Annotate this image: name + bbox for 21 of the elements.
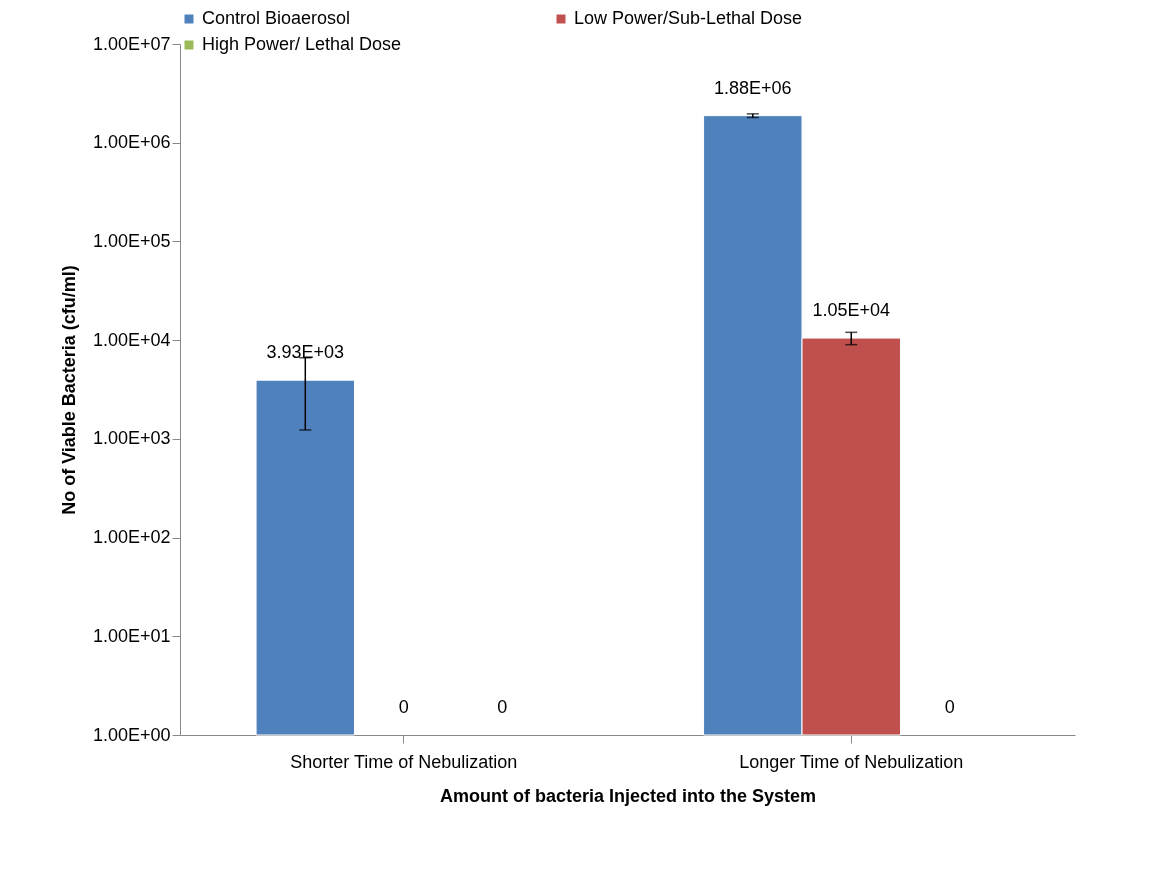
legend-label: Low Power/Sub-Lethal Dose — [574, 8, 803, 28]
text: 0 — [398, 697, 409, 717]
y-tick-label: 1.00E+03 — [92, 428, 171, 449]
legend-label: Control Bioaerosol — [202, 8, 351, 28]
data-label: 1.88E+06 — [714, 77, 792, 98]
x-tick-label: Shorter Time of Nebulization — [290, 751, 518, 772]
data-label: 3.93E+03 — [266, 342, 345, 363]
y-tick-label: 1.00E+02 — [92, 527, 171, 548]
y-tick-label: 1.00E+06 — [92, 132, 171, 153]
y-tick-label: 1.00E+07 — [92, 33, 171, 54]
text: 0 — [497, 697, 508, 717]
y-tick-label: 1.00E+00 — [92, 724, 171, 745]
y-tick-label: 1.00E+01 — [92, 625, 171, 646]
x-tick-label: Longer Time of Nebulization — [739, 751, 964, 772]
x-axis-title: Amount of bacteria Injected into the System — [439, 785, 817, 806]
text: 0 — [944, 697, 955, 717]
y-tick-label: 1.00E+04 — [92, 329, 171, 350]
y-tick-label: 1.00E+05 — [92, 230, 171, 251]
y-axis-title: No of Viable Bacteria (cfu/ml) — [58, 265, 79, 515]
data-label: 1.05E+04 — [812, 300, 891, 321]
legend-label: High Power/ Lethal Dose — [202, 34, 402, 54]
